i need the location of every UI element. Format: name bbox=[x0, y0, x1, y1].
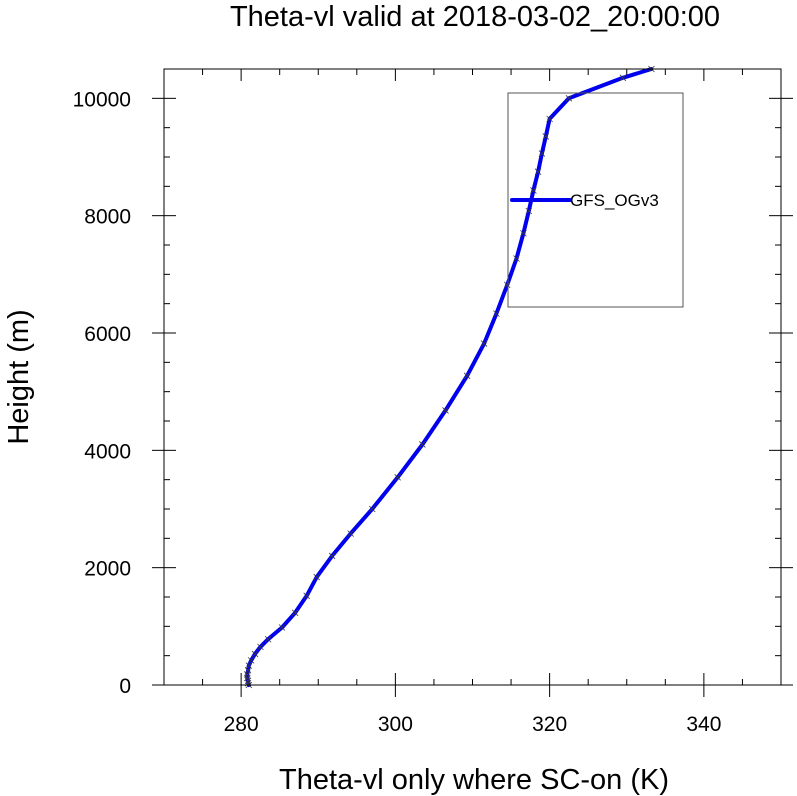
data-point-marker bbox=[264, 635, 272, 643]
y-tick-label: 0 bbox=[119, 675, 131, 698]
y-axis-label: Height (m) bbox=[3, 309, 35, 444]
y-tick-label: 8000 bbox=[84, 206, 131, 229]
data-point-marker bbox=[493, 310, 500, 317]
data-point-marker bbox=[247, 657, 255, 664]
data-point-marker bbox=[525, 207, 533, 215]
data-point-marker bbox=[542, 133, 550, 140]
y-tick-label: 10000 bbox=[73, 88, 131, 111]
data-point-marker bbox=[251, 650, 259, 658]
data-point-marker bbox=[619, 74, 627, 82]
data-point-marker bbox=[291, 609, 299, 617]
data-point-marker bbox=[347, 530, 354, 537]
data-point-marker bbox=[257, 643, 264, 651]
y-tick-label: 2000 bbox=[84, 558, 131, 581]
data-point-marker bbox=[313, 573, 320, 581]
data-point-marker bbox=[328, 552, 336, 560]
data-point-marker bbox=[245, 662, 253, 669]
series-layer bbox=[244, 65, 655, 689]
data-point-marker bbox=[419, 441, 426, 448]
chart-title: Theta-vl valid at 2018-03-02_20:00:00 bbox=[230, 1, 720, 33]
data-point-marker bbox=[538, 150, 546, 157]
x-axis-label: Theta-vl only where SC-on (K) bbox=[279, 764, 669, 796]
plot-area-frame bbox=[163, 68, 782, 686]
data-point-marker bbox=[534, 168, 542, 175]
data-point-marker bbox=[480, 340, 488, 347]
legend: GFS_OGv3 bbox=[507, 92, 684, 308]
tick-labels: 280 300 320 340 0 2000 4000 6000 8000 10000 bbox=[73, 88, 722, 736]
x-tick-label: 340 bbox=[686, 713, 721, 736]
data-point-marker bbox=[442, 407, 449, 414]
data-point-marker bbox=[463, 372, 471, 380]
y-tick-label: 4000 bbox=[84, 440, 131, 463]
axis-ticks bbox=[152, 68, 793, 697]
data-point-marker bbox=[530, 187, 537, 194]
y-tick-label: 6000 bbox=[84, 323, 131, 346]
x-tick-label: 320 bbox=[532, 713, 567, 736]
data-point-marker bbox=[546, 115, 553, 123]
series-line bbox=[245, 67, 654, 687]
data-point-marker bbox=[520, 229, 527, 237]
data-point-marker bbox=[394, 474, 401, 481]
data-point-marker bbox=[503, 281, 511, 289]
data-point-marker bbox=[513, 255, 520, 262]
legend-label: GFS_OGv3 bbox=[570, 191, 659, 210]
data-point-marker bbox=[565, 95, 573, 102]
x-tick-label: 300 bbox=[378, 713, 413, 736]
data-point-marker bbox=[368, 505, 376, 513]
data-point-marker bbox=[303, 592, 310, 600]
legend-box bbox=[507, 92, 684, 308]
data-point-marker bbox=[244, 671, 251, 678]
data-point-marker bbox=[278, 624, 286, 631]
x-tick-label: 280 bbox=[224, 713, 259, 736]
